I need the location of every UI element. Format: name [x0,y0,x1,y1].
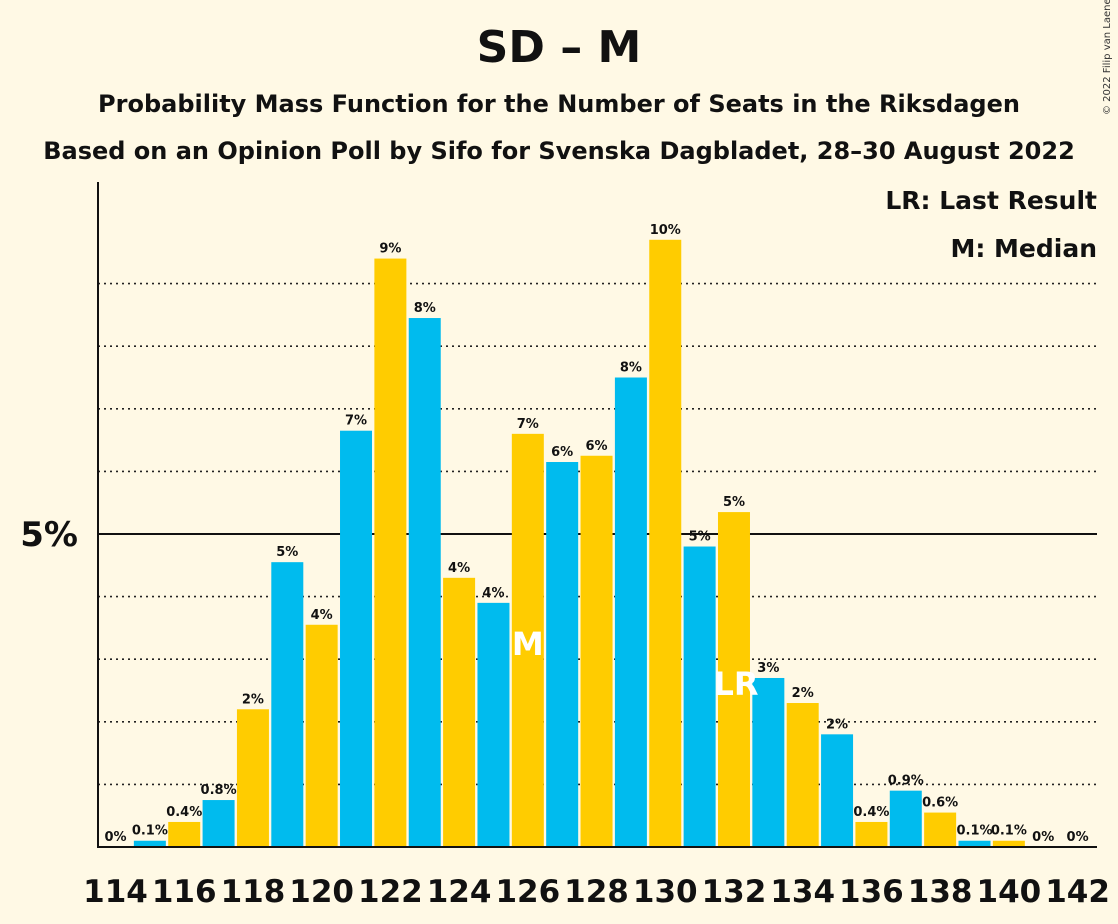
data-label-120: 4% [311,608,333,623]
chart-subtitle-1: Probability Mass Function for the Number… [98,90,1020,118]
data-label-139: 0.1% [956,824,992,839]
bar-129 [614,377,647,847]
x-tick-136: 136 [839,874,904,910]
bar-115 [133,840,166,847]
data-label-132: 5% [723,495,745,510]
data-label-141: 0% [1032,830,1054,845]
bar-117 [202,800,235,847]
bar-116 [168,821,201,847]
x-tick-124: 124 [427,874,492,910]
bar-133 [752,677,785,847]
bars [133,239,1025,847]
data-label-135: 2% [826,717,848,732]
chart-subtitle-2: Based on an Opinion Poll by Sifo for Sve… [43,137,1075,165]
bar-122 [374,258,407,847]
x-tick-138: 138 [908,874,973,910]
axes [97,182,1097,848]
data-label-137: 0.9% [888,774,924,789]
data-label-134: 2% [792,686,814,701]
x-tick-142: 142 [1045,874,1110,910]
x-tick-120: 120 [289,874,354,910]
x-tick-134: 134 [770,874,835,910]
last-result-marker: LR [713,665,758,703]
data-label-123: 8% [414,301,436,316]
data-label-129: 8% [620,361,642,376]
data-label-136: 0.4% [853,805,889,820]
bar-128 [580,455,613,847]
bar-139 [958,840,991,847]
bar-136 [855,821,888,847]
data-label-121: 7% [345,414,367,429]
bar-138 [924,812,957,847]
bar-markers: M LR [512,625,759,703]
median-marker: M [512,625,544,663]
bar-131 [683,546,716,847]
x-tick-126: 126 [495,874,560,910]
bar-127 [546,462,579,847]
x-tick-140: 140 [977,874,1042,910]
data-label-126: 7% [517,417,539,432]
data-label-140: 0.1% [991,824,1027,839]
data-label-128: 6% [586,439,608,454]
bar-119 [271,562,304,847]
bar-130 [649,239,682,847]
data-label-133: 3% [757,661,779,676]
data-label-131: 5% [689,530,711,545]
x-tick-132: 132 [702,874,767,910]
x-tick-116: 116 [152,874,217,910]
x-tick-128: 128 [564,874,629,910]
legend-median: M: Median [950,234,1097,263]
bar-126 [511,433,544,847]
x-tick-130: 130 [633,874,698,910]
data-label-118: 2% [242,692,264,707]
bar-140 [992,840,1025,847]
data-label-127: 6% [551,445,573,460]
bar-132 [717,512,750,847]
x-tick-labels: 114 116 118 120 122 124 126 128 130 132 134 136 138 1… [83,874,1110,910]
data-label-138: 0.6% [922,796,958,811]
bar-125 [477,602,510,847]
data-label-114: 0% [104,830,126,845]
bar-121 [340,430,373,847]
data-label-119: 5% [276,545,298,560]
bar-137 [889,790,922,847]
data-label-124: 4% [448,561,470,576]
data-label-130: 10% [650,223,681,238]
data-label-117: 0.8% [201,783,237,798]
data-label-125: 4% [482,586,504,601]
data-label-122: 9% [379,242,401,257]
data-label-116: 0.4% [166,805,202,820]
bar-134 [786,703,819,847]
legend-last-result: LR: Last Result [885,186,1097,215]
x-tick-114: 114 [83,874,148,910]
bar-135 [821,734,854,847]
data-label-142: 0% [1067,830,1089,845]
bar-123 [408,318,441,847]
x-tick-118: 118 [221,874,286,910]
bar-120 [305,624,338,847]
bar-124 [443,577,476,847]
data-labels: 0% 0.1% 0.4% 0.8% 2% 5% 4% 7% 9% 8% 4% 4% 7% 6% 6% 8% 10… [104,223,1088,845]
y-axis-label-5pct: 5% [20,515,78,555]
data-label-115: 0.1% [132,824,168,839]
chart-title: SD – M [476,22,642,73]
bar-118 [236,709,269,847]
x-tick-122: 122 [358,874,423,910]
